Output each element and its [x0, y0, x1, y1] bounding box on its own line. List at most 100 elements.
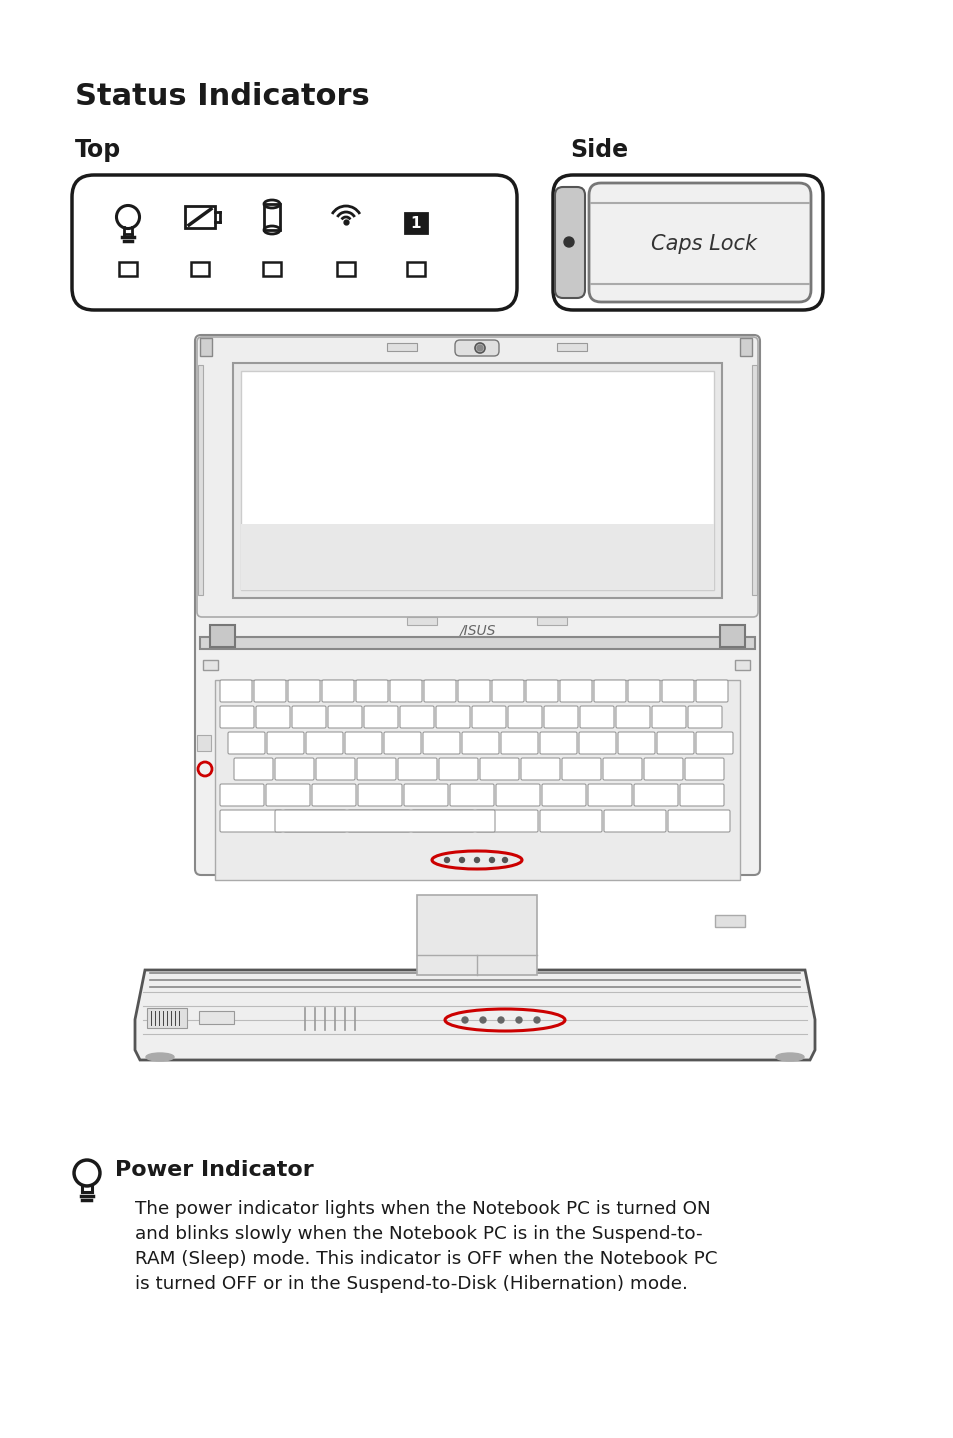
- FancyBboxPatch shape: [266, 784, 310, 807]
- FancyBboxPatch shape: [643, 758, 682, 779]
- Bar: [241, 525, 713, 590]
- FancyBboxPatch shape: [618, 732, 655, 754]
- Text: Caps Lock: Caps Lock: [650, 234, 757, 255]
- Circle shape: [475, 344, 484, 352]
- FancyBboxPatch shape: [461, 732, 498, 754]
- Bar: [199, 1011, 233, 1024]
- FancyBboxPatch shape: [667, 810, 729, 833]
- FancyBboxPatch shape: [500, 732, 537, 754]
- Circle shape: [461, 1017, 468, 1022]
- FancyBboxPatch shape: [696, 680, 727, 702]
- Bar: [720, 626, 744, 647]
- FancyBboxPatch shape: [520, 758, 559, 779]
- Bar: [336, 262, 355, 276]
- FancyBboxPatch shape: [364, 706, 397, 728]
- Bar: [119, 262, 137, 276]
- FancyBboxPatch shape: [220, 784, 264, 807]
- FancyBboxPatch shape: [274, 758, 314, 779]
- Circle shape: [444, 857, 449, 863]
- FancyBboxPatch shape: [651, 706, 685, 728]
- Bar: [196, 735, 211, 751]
- FancyBboxPatch shape: [384, 732, 420, 754]
- Bar: [198, 365, 203, 595]
- FancyBboxPatch shape: [390, 680, 421, 702]
- FancyBboxPatch shape: [455, 339, 498, 357]
- FancyBboxPatch shape: [292, 706, 326, 728]
- Circle shape: [534, 1017, 539, 1022]
- FancyBboxPatch shape: [539, 810, 601, 833]
- Bar: [147, 1008, 187, 1028]
- FancyBboxPatch shape: [315, 758, 355, 779]
- FancyBboxPatch shape: [579, 706, 614, 728]
- FancyBboxPatch shape: [328, 706, 361, 728]
- FancyBboxPatch shape: [412, 810, 474, 833]
- Circle shape: [476, 345, 482, 351]
- Bar: [740, 338, 751, 357]
- FancyBboxPatch shape: [561, 758, 600, 779]
- FancyBboxPatch shape: [539, 732, 577, 754]
- FancyBboxPatch shape: [233, 758, 273, 779]
- FancyBboxPatch shape: [253, 680, 286, 702]
- Bar: [200, 637, 754, 649]
- FancyBboxPatch shape: [616, 706, 649, 728]
- FancyBboxPatch shape: [267, 732, 304, 754]
- Text: Status Indicators: Status Indicators: [75, 82, 370, 111]
- FancyBboxPatch shape: [422, 732, 459, 754]
- Text: 1: 1: [411, 216, 421, 230]
- FancyBboxPatch shape: [194, 335, 760, 874]
- Bar: [405, 213, 427, 233]
- Bar: [387, 344, 416, 351]
- Polygon shape: [135, 971, 814, 1060]
- FancyBboxPatch shape: [399, 706, 434, 728]
- FancyBboxPatch shape: [355, 680, 388, 702]
- FancyBboxPatch shape: [306, 732, 343, 754]
- FancyBboxPatch shape: [228, 732, 265, 754]
- FancyBboxPatch shape: [696, 732, 732, 754]
- FancyBboxPatch shape: [525, 680, 558, 702]
- FancyBboxPatch shape: [541, 784, 585, 807]
- Ellipse shape: [146, 1053, 173, 1061]
- Circle shape: [497, 1017, 503, 1022]
- Bar: [407, 617, 436, 626]
- FancyBboxPatch shape: [687, 706, 721, 728]
- FancyBboxPatch shape: [220, 680, 252, 702]
- Text: Side: Side: [569, 138, 627, 162]
- Bar: [264, 204, 280, 230]
- Bar: [233, 362, 721, 598]
- FancyBboxPatch shape: [450, 784, 494, 807]
- Text: /ISUS: /ISUS: [458, 623, 495, 637]
- FancyBboxPatch shape: [587, 784, 631, 807]
- FancyBboxPatch shape: [634, 784, 678, 807]
- FancyBboxPatch shape: [312, 784, 355, 807]
- FancyBboxPatch shape: [357, 784, 401, 807]
- FancyBboxPatch shape: [684, 758, 723, 779]
- FancyBboxPatch shape: [436, 706, 470, 728]
- Bar: [751, 365, 757, 595]
- Ellipse shape: [775, 1053, 803, 1061]
- FancyBboxPatch shape: [543, 706, 578, 728]
- FancyBboxPatch shape: [397, 758, 436, 779]
- Bar: [557, 344, 586, 351]
- FancyBboxPatch shape: [555, 187, 584, 298]
- FancyBboxPatch shape: [602, 758, 641, 779]
- Circle shape: [516, 1017, 521, 1022]
- FancyBboxPatch shape: [679, 784, 723, 807]
- Bar: [537, 617, 566, 626]
- FancyBboxPatch shape: [71, 175, 517, 311]
- FancyBboxPatch shape: [507, 706, 541, 728]
- Text: Top: Top: [75, 138, 121, 162]
- FancyBboxPatch shape: [594, 680, 625, 702]
- Circle shape: [489, 857, 494, 863]
- Bar: [214, 680, 740, 880]
- Bar: [416, 894, 537, 975]
- Bar: [200, 338, 212, 357]
- Circle shape: [459, 857, 464, 863]
- FancyBboxPatch shape: [559, 680, 592, 702]
- Bar: [263, 262, 281, 276]
- Bar: [241, 371, 713, 590]
- FancyBboxPatch shape: [345, 732, 381, 754]
- FancyBboxPatch shape: [553, 175, 822, 311]
- FancyBboxPatch shape: [284, 810, 346, 833]
- FancyBboxPatch shape: [196, 336, 758, 617]
- FancyBboxPatch shape: [603, 810, 665, 833]
